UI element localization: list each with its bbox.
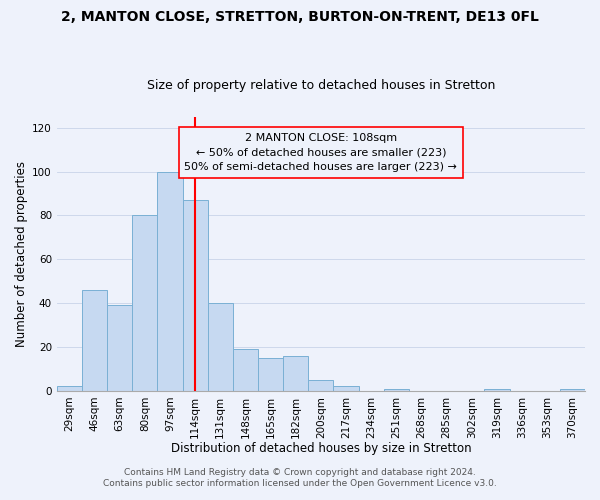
Bar [157,172,182,391]
Y-axis label: Number of detached properties: Number of detached properties [15,161,28,347]
Bar [57,386,82,391]
Title: Size of property relative to detached houses in Stretton: Size of property relative to detached ho… [147,79,495,92]
Bar [208,303,233,391]
Bar [308,380,334,391]
Bar [82,290,107,391]
Bar [283,356,308,391]
X-axis label: Distribution of detached houses by size in Stretton: Distribution of detached houses by size … [170,442,471,455]
Text: 2 MANTON CLOSE: 108sqm
← 50% of detached houses are smaller (223)
50% of semi-de: 2 MANTON CLOSE: 108sqm ← 50% of detached… [184,132,457,172]
Bar [233,349,258,391]
Bar [107,306,132,391]
Bar [334,386,359,391]
Bar [132,216,157,391]
Text: Contains HM Land Registry data © Crown copyright and database right 2024.
Contai: Contains HM Land Registry data © Crown c… [103,468,497,487]
Bar [182,200,208,391]
Bar [484,388,509,391]
Bar [384,388,409,391]
Bar [258,358,283,391]
Bar [560,388,585,391]
Text: 2, MANTON CLOSE, STRETTON, BURTON-ON-TRENT, DE13 0FL: 2, MANTON CLOSE, STRETTON, BURTON-ON-TRE… [61,10,539,24]
